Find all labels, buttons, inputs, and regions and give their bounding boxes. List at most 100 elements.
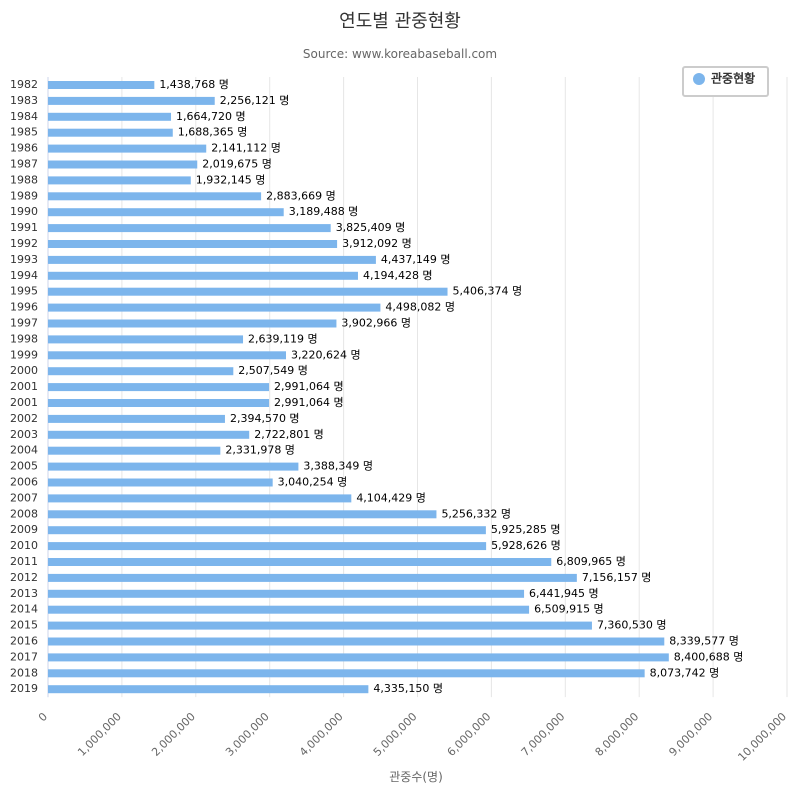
y-category-label: 1991 [10,221,38,234]
bar[interactable] [48,669,645,678]
y-category-label: 1996 [10,301,38,314]
data-label: 4,335,150 명 [373,682,443,695]
y-category-label: 2014 [10,603,38,616]
legend-box [682,66,769,97]
bar[interactable] [48,526,486,535]
bar[interactable] [48,128,173,137]
data-label: 6,509,915 명 [534,603,604,616]
y-category-label: 1998 [10,332,38,345]
y-category-label: 2001 [10,396,38,409]
y-category-label: 1989 [10,189,38,202]
bar[interactable] [48,240,338,248]
data-label: 8,339,577 명 [669,635,739,648]
y-category-label: 2019 [10,682,38,695]
y-category-label: 2001 [10,380,38,393]
data-label: 2,991,064 명 [274,396,344,409]
bar[interactable] [48,271,358,280]
y-category-label: 2017 [10,650,38,663]
bar[interactable] [48,351,287,360]
bar[interactable] [48,510,437,519]
y-category-label: 2015 [10,619,38,632]
x-axis-title: 관중수(명) [389,770,443,784]
bar[interactable] [48,319,337,328]
data-label: 4,104,429 명 [356,491,426,504]
y-category-label: 2000 [10,364,38,377]
y-category-label: 1984 [10,110,38,123]
legend[interactable]: 관중현황 [682,66,769,97]
y-category-label: 2007 [10,491,38,504]
chart-title: 연도별 관중현황 [339,11,461,32]
bar[interactable] [48,224,331,233]
data-label: 1,664,720 명 [176,110,246,123]
x-tick-label: 5,000,000 [371,710,420,759]
bar[interactable] [48,255,376,264]
x-tick-label: 1,000,000 [75,710,124,759]
bar[interactable] [48,462,299,471]
bar[interactable] [48,589,525,598]
bar[interactable] [48,367,234,376]
bar[interactable] [48,637,665,646]
bar[interactable] [48,383,270,392]
x-tick-label: 2,000,000 [149,710,198,759]
bar[interactable] [48,96,215,105]
x-tick-label: 3,000,000 [223,710,272,759]
data-label: 2,019,675 명 [202,158,272,171]
data-label: 2,639,119 명 [248,332,318,345]
bar[interactable] [48,653,669,662]
bar[interactable] [48,478,273,487]
data-label: 5,925,285 명 [491,523,561,536]
data-label: 4,194,428 명 [363,269,433,282]
y-category-label: 1994 [10,269,38,282]
y-category-label: 1992 [10,237,38,250]
bar[interactable] [48,81,155,89]
bar[interactable] [48,144,207,153]
x-tick-label: 8,000,000 [593,710,642,759]
legend-item-label[interactable]: 관중현황 [711,71,755,86]
bar[interactable] [48,287,448,296]
bar[interactable] [48,399,270,407]
y-category-label: 1993 [10,253,38,266]
y-category-label: 2012 [10,571,38,584]
bar[interactable] [48,335,244,344]
bar[interactable] [48,621,592,630]
data-label: 1,688,365 명 [178,126,248,139]
bar[interactable] [48,414,225,423]
data-label: 5,928,626 명 [491,539,561,552]
data-label: 2,256,121 명 [220,94,290,107]
y-category-label: 2004 [10,444,38,457]
y-category-label: 2010 [10,539,38,552]
bar[interactable] [48,558,552,566]
data-label: 3,902,966 명 [341,317,411,330]
bar[interactable] [48,176,191,185]
bar[interactable] [48,605,530,614]
x-tick-label: 0 [36,710,50,724]
bar[interactable] [48,208,284,217]
data-label: 2,507,549 명 [238,364,308,377]
y-category-label: 2009 [10,523,38,536]
data-label: 2,394,570 명 [230,412,300,425]
data-label: 2,883,669 명 [266,189,336,202]
bar[interactable] [48,430,250,439]
x-tick-label: 4,000,000 [297,710,346,759]
bar[interactable] [48,303,381,312]
bar[interactable] [48,112,172,121]
bar[interactable] [48,542,487,551]
y-category-label: 2016 [10,635,38,648]
bar[interactable] [48,192,262,201]
data-label: 6,809,965 명 [556,555,626,568]
x-tick-label: 6,000,000 [445,710,494,759]
y-category-label: 2013 [10,587,38,600]
bar[interactable] [48,685,369,694]
bar[interactable] [48,160,198,169]
bar[interactable] [48,494,352,503]
bar[interactable] [48,446,221,455]
bar[interactable] [48,573,577,582]
y-category-label: 1982 [10,78,38,91]
y-category-label: 1983 [10,94,38,107]
data-label: 3,189,488 명 [289,205,359,218]
x-axis-ticks: 0 1,000,000 2,000,000 3,000,000 4,000,000 5,0… [36,710,789,764]
y-category-label: 1987 [10,158,38,171]
y-category-label: 1990 [10,205,38,218]
y-category-label: 2002 [10,412,38,425]
